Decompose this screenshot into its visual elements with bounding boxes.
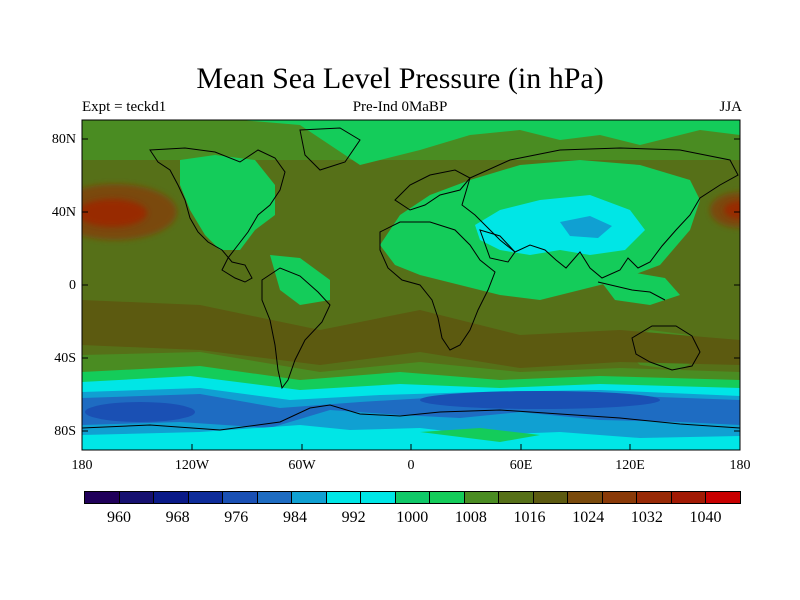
coastline-arabia [479,229,516,263]
pressure-field-antarctic-plateau [420,428,540,442]
colorbar-swatch [670,491,706,504]
lat-label-80s: 80S [54,424,76,439]
colorbar-label: 1040 [689,509,722,526]
colorbar-label: 1000 [396,509,429,526]
colorbar-label: 1008 [454,509,487,526]
colorbar-swatch [360,491,396,504]
pressure-field-npacific-high-east-core [724,201,740,219]
season-label: JJA [719,99,742,115]
coastline-europe [394,169,471,211]
colorbar-swatch [187,491,223,504]
colorbar-swatch [291,491,327,504]
lat-label-80n: 80N [51,132,76,147]
lat-label-0: 0 [69,278,76,293]
experiment-label: Expt = teckd1 [82,99,167,115]
lat-label-40n: 40N [51,205,76,220]
coastline-north-america [149,147,286,283]
pressure-field-asian-low-core [560,216,612,238]
lon-label-60w: 60W [288,458,316,473]
pressure-field-samerica [270,255,330,305]
colorbar-label: 1032 [630,509,663,526]
colorbar-swatch [636,491,672,504]
lon-label-180w: 180 [71,458,93,473]
pressure-field-indonesia [600,272,680,305]
colorbar-label: 992 [341,509,366,526]
colorbar-swatch [256,491,292,504]
coastline-africa [379,221,496,351]
lon-label-120e: 120E [615,458,645,473]
pressure-field-south-high [82,300,740,368]
period-label: Pre-Ind 0MaBP [352,99,448,115]
pressure-field-antarctic-inner [82,425,740,450]
colorbar-swatch [325,491,361,504]
pressure-field-npacific-high-inner [82,199,147,227]
pressure-field-low-980-west [85,402,195,422]
lon-label-180e: 180 [729,458,751,473]
lon-label-120w: 120W [174,458,210,473]
pressure-field-asian-low [475,195,645,255]
coastline-indonesia [597,281,666,301]
colorbar-swatch [498,491,534,504]
colorbar-swatch [394,491,430,504]
coastline-asia [461,147,739,279]
colorbar-label: 976 [224,509,249,526]
map-title: Mean Sea Level Pressure (in hPa) [196,62,604,95]
colorbar-swatch [532,491,568,504]
colorbar-swatch [222,491,258,504]
colorbar-swatch [118,491,154,504]
lon-label-0: 0 [407,458,415,473]
colorbar-swatch [601,491,637,504]
lon-label-60e: 60E [509,458,533,473]
colorbar-swatch [463,491,499,504]
pressure-field-low-980-east [420,391,660,409]
colorbar-swatch [429,491,465,504]
colorbar-swatch [153,491,189,504]
colorbar-label: 960 [107,509,131,526]
pressure-field-north-low [240,120,740,165]
axis-ticks [82,138,740,450]
colorbar-label: 984 [282,509,307,526]
coastline-south-america [261,267,331,390]
colorbar-swatch [705,491,741,504]
coastline-greenland [299,127,361,171]
coastline-australia [631,325,701,371]
colorbar-label: 1016 [513,509,546,526]
colorbar-swatch [567,491,603,504]
colorbar-label: 1024 [572,509,605,526]
coastline-antarctica [82,404,740,431]
colorbar-swatch [84,491,120,504]
lat-label-40s: 40S [54,351,76,366]
colorbar-label: 968 [165,509,190,526]
